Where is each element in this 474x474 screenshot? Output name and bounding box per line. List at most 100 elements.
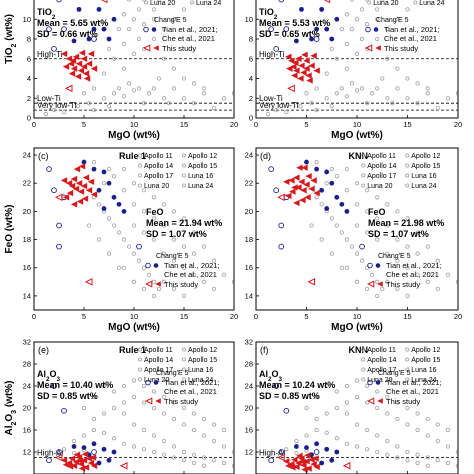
apollo-luna-point bbox=[314, 159, 319, 165]
apollo-luna-point bbox=[91, 416, 97, 422]
apollo-luna-point bbox=[151, 449, 157, 455]
tian-che-point bbox=[314, 26, 319, 32]
apollo-luna-point bbox=[211, 458, 217, 463]
plot-area: High-Al bbox=[34, 378, 234, 472]
study-point bbox=[288, 177, 295, 184]
apollo-luna-point bbox=[309, 223, 314, 228]
apollo-luna-point bbox=[101, 71, 107, 76]
apollo-luna-point bbox=[191, 411, 197, 416]
apollo-luna-point bbox=[141, 265, 147, 270]
stats-oxide: Al2O3 bbox=[259, 369, 283, 383]
legend-marker bbox=[143, 26, 149, 33]
study-point bbox=[304, 194, 311, 201]
apollo-luna-point bbox=[121, 94, 127, 99]
study-entry: This study bbox=[386, 280, 420, 289]
apollo-luna-point bbox=[106, 166, 112, 172]
x-tick-label: 15 bbox=[180, 120, 188, 129]
x-axis-title: MgO (wt%) bbox=[108, 130, 160, 141]
tian-che-point bbox=[344, 208, 350, 214]
apollo-luna-point bbox=[405, 458, 410, 463]
study-open-point bbox=[287, 84, 295, 93]
y-tick-label: 20 bbox=[245, 207, 253, 216]
apollo-luna-point bbox=[201, 463, 207, 468]
apollo-luna-point bbox=[211, 105, 217, 111]
legend-marker bbox=[405, 347, 410, 352]
apollo-luna-point bbox=[201, 86, 207, 91]
apollo-luna-point bbox=[344, 400, 350, 405]
apollo-luna-point bbox=[415, 427, 420, 433]
chang-e-label: Chang'E 5 bbox=[378, 253, 411, 260]
apollo-luna-point bbox=[375, 7, 380, 12]
apollo-luna-point bbox=[364, 209, 370, 214]
legend-marker bbox=[153, 380, 159, 385]
study-point bbox=[90, 65, 98, 72]
apollo-luna-point bbox=[364, 101, 370, 106]
study-point bbox=[72, 53, 80, 60]
apollo-luna-point bbox=[339, 265, 344, 270]
study-point bbox=[76, 198, 84, 205]
study-point bbox=[286, 65, 293, 72]
study-point bbox=[291, 456, 298, 463]
y-tick-label: 18 bbox=[245, 235, 253, 244]
apollo-luna-point bbox=[395, 416, 400, 422]
apollo-luna-point bbox=[116, 265, 122, 270]
apollo-luna-point bbox=[111, 56, 117, 61]
apollo-luna-point bbox=[141, 188, 147, 193]
apollo-luna-point bbox=[131, 181, 137, 186]
tian-che-point bbox=[111, 16, 117, 22]
apollo-luna-point bbox=[380, 76, 385, 81]
study-point bbox=[85, 187, 93, 194]
apollo-luna-point bbox=[385, 26, 390, 32]
study-point bbox=[313, 189, 320, 197]
study-point bbox=[291, 72, 298, 79]
study-point bbox=[299, 196, 306, 204]
apollo-luna-point bbox=[375, 36, 380, 42]
tian-che-point bbox=[304, 445, 309, 450]
apollo-luna-point bbox=[111, 436, 117, 441]
x-tick-label: 20 bbox=[230, 120, 238, 129]
apollo-luna-point bbox=[116, 26, 122, 32]
study-point bbox=[70, 175, 78, 183]
threshold-label: Very low-Ti bbox=[259, 101, 298, 110]
y-tick-label: 16 bbox=[23, 263, 31, 272]
chang-e-point bbox=[46, 457, 52, 464]
apollo-luna-point bbox=[121, 166, 127, 172]
apollo-luna-point bbox=[151, 36, 157, 42]
apollo-luna-point bbox=[314, 195, 319, 200]
apollo-luna-point bbox=[274, 107, 279, 113]
x-tick-label: 0 bbox=[32, 120, 36, 129]
legend-marker bbox=[181, 153, 187, 158]
apollo-luna-point bbox=[354, 88, 360, 93]
study-point bbox=[292, 59, 299, 66]
apollo-luna-point bbox=[131, 422, 137, 427]
reference-entry: Tian et al., 2021; bbox=[386, 261, 442, 270]
apollo-luna-point bbox=[284, 447, 289, 452]
chang-e-point bbox=[56, 449, 62, 455]
legend-marker bbox=[181, 183, 187, 188]
legend-marker bbox=[377, 281, 383, 287]
study-point bbox=[308, 185, 315, 193]
apollo-luna-point bbox=[294, 450, 299, 456]
study-point bbox=[312, 455, 319, 462]
study-point bbox=[66, 189, 74, 197]
panel-c: 0 5 10 15 20 14 16 18 20 22 24 MgO (wt%) FeO (wt%) (c… bbox=[4, 147, 238, 333]
y-axis-title: FeO (wt%) bbox=[4, 205, 15, 254]
apollo-luna-point bbox=[131, 202, 137, 207]
apollo-luna-point bbox=[151, 86, 157, 91]
tian-che-point bbox=[101, 169, 107, 175]
tian-che-point bbox=[106, 36, 112, 42]
y-tick-label: 24 bbox=[245, 382, 253, 391]
study-point bbox=[293, 463, 300, 471]
tian-che-point bbox=[101, 446, 107, 452]
apollo-luna-point bbox=[121, 237, 127, 242]
tian-che-point bbox=[96, 6, 102, 12]
stats-oxide: Al2O3 bbox=[37, 369, 61, 383]
study-point bbox=[308, 456, 315, 463]
tian-che-point bbox=[334, 16, 340, 22]
study-point bbox=[313, 67, 320, 74]
apollo-luna-point bbox=[435, 258, 440, 263]
study-point bbox=[303, 57, 310, 64]
apollo-luna-point bbox=[201, 279, 207, 284]
stats-oxide: FeO bbox=[368, 207, 386, 217]
